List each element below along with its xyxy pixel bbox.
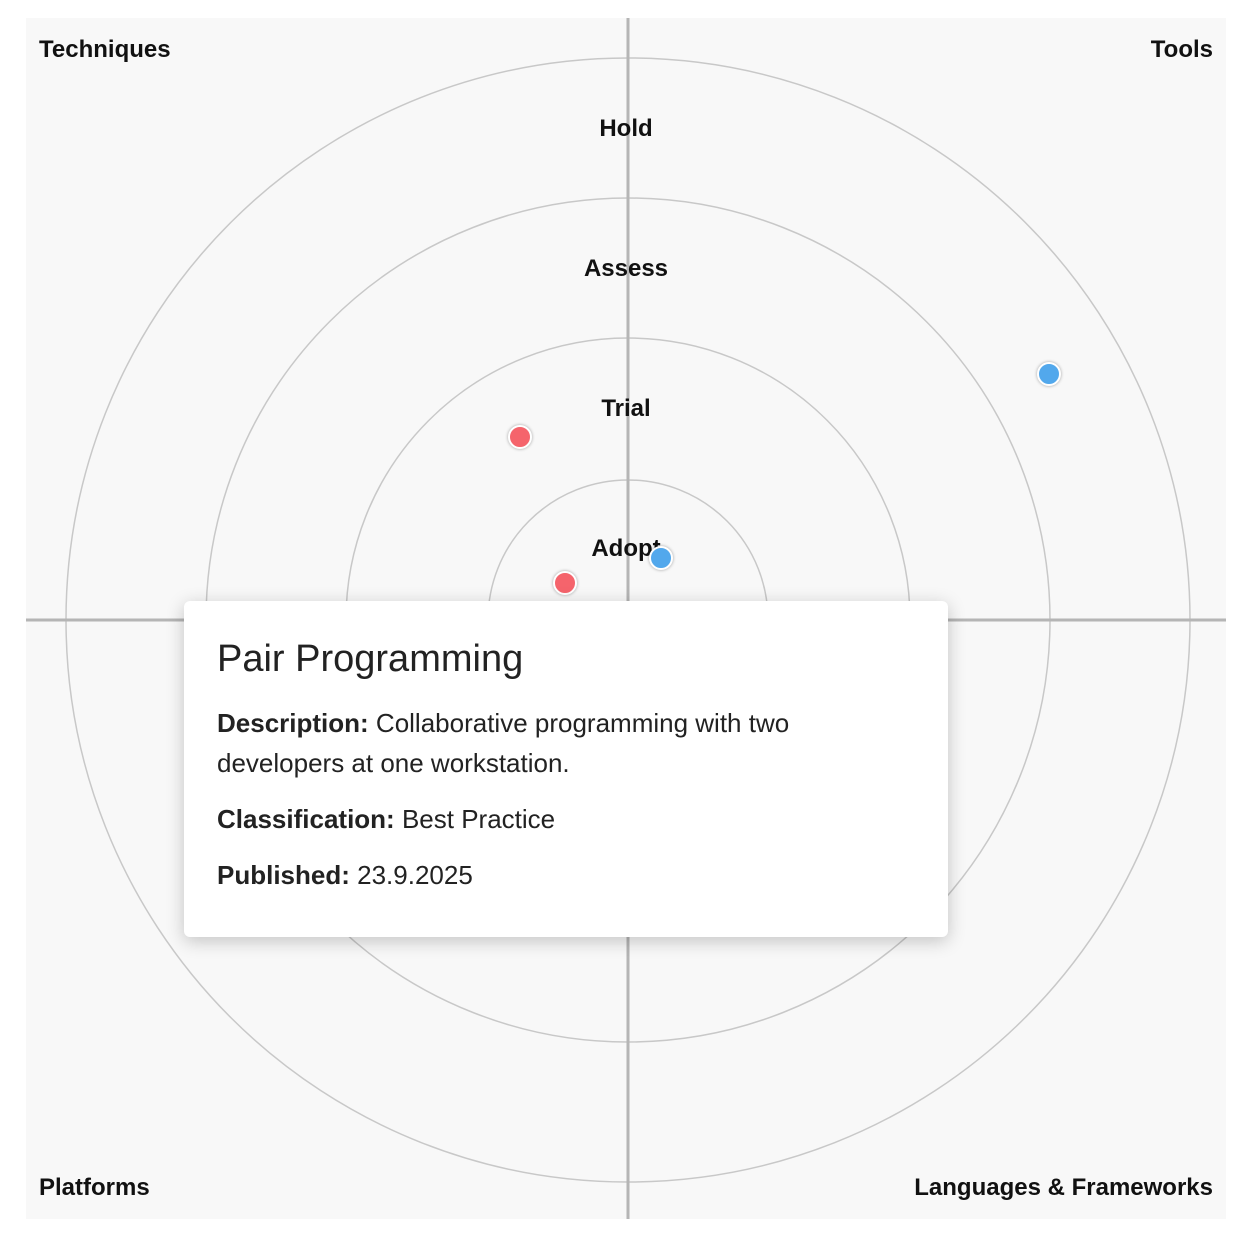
tooltip-published-row: Published: 23.9.2025 [217,855,916,895]
quadrant-label-platforms: Platforms [39,1174,150,1201]
quadrant-label-languages-frameworks: Languages & Frameworks [914,1174,1213,1201]
tooltip-published-value: 23.9.2025 [357,859,473,890]
tooltip-classification-label: Classification: [217,803,395,834]
ring-label-hold: Hold [599,115,653,142]
quadrant-label-tools: Tools [1150,36,1213,63]
ring-label-assess: Assess [583,255,669,282]
blip-techniques-adopt[interactable] [553,571,577,595]
tooltip-title: Pair Programming [217,638,524,680]
tooltip-classification-row: Classification: Best Practice [217,799,916,839]
blip-tools-adopt[interactable] [649,546,673,570]
tooltip-description-value: Collaborative programming with two devel… [217,707,790,778]
tooltip-published-label: Published: [217,859,350,890]
blip-techniques-trial[interactable] [508,425,532,449]
blip-tools-hold[interactable] [1037,362,1061,386]
blip-tooltip: Pair Programming Description: Collaborat… [184,601,948,937]
tooltip-classification-value: Best Practice [401,803,556,834]
ring-label-trial: Trial [601,395,651,422]
tooltip-description-row: Description: Collaborative programming w… [217,703,916,783]
quadrant-label-techniques: Techniques [39,36,171,63]
tooltip-description-label: Description: [217,707,369,738]
